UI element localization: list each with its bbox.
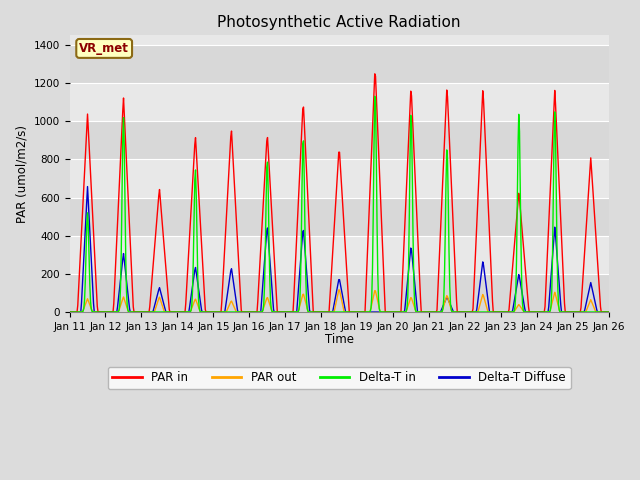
- PAR in: [405, 122, 413, 128]
- PAR out: [131, 309, 139, 315]
- PAR out: [335, 287, 342, 293]
- Bar: [70, 159, 609, 198]
- PAR in: [371, 71, 379, 77]
- Y-axis label: PAR (umol/m2/s): PAR (umol/m2/s): [15, 125, 28, 223]
- PAR in: [214, 309, 222, 315]
- Line: Delta-T in: Delta-T in: [70, 96, 609, 312]
- Delta-T in: [405, 216, 413, 221]
- Delta-T in: [371, 94, 379, 99]
- Delta-T Diffuse: [605, 309, 612, 315]
- PAR in: [186, 234, 193, 240]
- Bar: [70, 45, 609, 83]
- Delta-T in: [605, 309, 612, 315]
- PAR in: [605, 309, 612, 315]
- Title: Photosynthetic Active Radiation: Photosynthetic Active Radiation: [218, 15, 461, 30]
- Line: PAR out: PAR out: [70, 290, 609, 312]
- Delta-T Diffuse: [132, 309, 140, 315]
- Bar: [70, 274, 609, 312]
- Delta-T Diffuse: [421, 309, 429, 315]
- PAR in: [66, 309, 74, 315]
- Delta-T Diffuse: [405, 261, 413, 266]
- PAR out: [76, 309, 83, 315]
- Bar: [70, 83, 609, 121]
- PAR out: [66, 309, 74, 315]
- Delta-T Diffuse: [76, 309, 83, 315]
- Delta-T in: [66, 309, 74, 315]
- PAR out: [605, 309, 612, 315]
- Legend: PAR in, PAR out, Delta-T in, Delta-T Diffuse: PAR in, PAR out, Delta-T in, Delta-T Dif…: [108, 367, 571, 389]
- PAR in: [421, 309, 429, 315]
- Delta-T Diffuse: [66, 309, 74, 315]
- Delta-T in: [186, 309, 193, 315]
- Bar: [70, 198, 609, 236]
- Delta-T in: [131, 309, 139, 315]
- Delta-T Diffuse: [186, 299, 194, 305]
- Bar: [70, 121, 609, 159]
- PAR in: [131, 309, 139, 315]
- Line: PAR in: PAR in: [70, 74, 609, 312]
- PAR out: [214, 309, 222, 315]
- PAR in: [76, 273, 83, 278]
- PAR out: [405, 299, 413, 305]
- Bar: [70, 236, 609, 274]
- PAR out: [186, 309, 193, 315]
- Delta-T in: [76, 309, 83, 315]
- Delta-T Diffuse: [84, 184, 92, 190]
- Delta-T in: [421, 309, 429, 315]
- Delta-T Diffuse: [215, 309, 223, 315]
- Delta-T in: [214, 309, 222, 315]
- X-axis label: Time: Time: [324, 333, 354, 346]
- Line: Delta-T Diffuse: Delta-T Diffuse: [70, 187, 609, 312]
- Text: VR_met: VR_met: [79, 42, 129, 55]
- PAR out: [421, 309, 429, 315]
